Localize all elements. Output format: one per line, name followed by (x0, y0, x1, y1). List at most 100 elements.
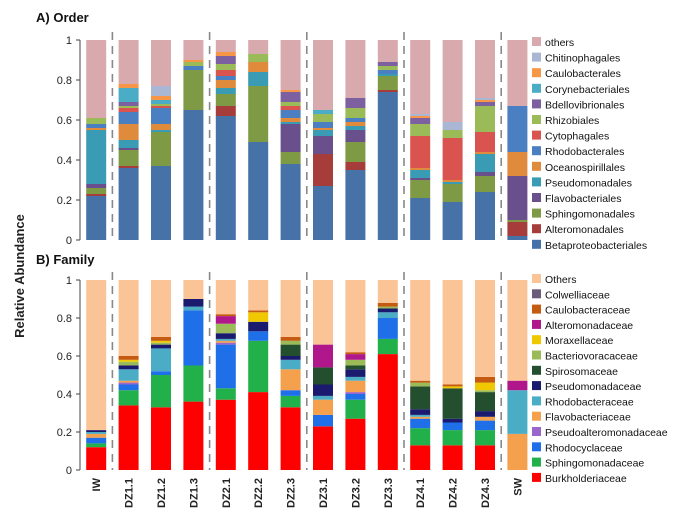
bar-segment-oceanospirillales-dz2-2 (248, 62, 269, 72)
panel-title: A) Order (36, 10, 89, 25)
bar-segment-oceanospirillales-dz1-2 (151, 124, 171, 130)
bar-segment-pseudomonadales-dz2-3 (280, 122, 301, 124)
bar-segment-pseudomonadaceae-dz3-2 (345, 369, 366, 377)
bar-segment-others-dz3-3 (377, 280, 398, 303)
bar-segment-rhizobiales-dz3-1 (313, 114, 333, 122)
bar-segment-pseudomonadales-dz3-1 (313, 130, 333, 136)
legend-label-caulobacterales: Caulobacterales (545, 68, 621, 80)
bar-segment-cytophagales-dz4-3 (475, 132, 495, 152)
legend-swatch-others (532, 37, 541, 46)
bar-segment-sphingomonadales-dz2-2 (248, 86, 269, 142)
bar-segment-betaproteobacteriales-dz3-2 (345, 170, 366, 240)
bar-segment-bdellovibrionales-dz4-1 (410, 118, 431, 124)
legend-swatch-rhodobacteraceae (532, 396, 541, 406)
bar-segment-rhodobacterales-sw (507, 106, 528, 152)
bar-segment-rhizobiales-iw (86, 118, 107, 124)
legend-label-pseudoalteromonadaceae: Pseudoalteromonadaceae (545, 427, 668, 439)
bar-segment-rhodobacterales-dz1-2 (151, 108, 171, 124)
bar-segment-rhodocyclaceae-dz3-3 (377, 318, 398, 339)
bar-segment-burkholderiaceae-dz1-2 (151, 407, 171, 470)
legend-swatch-rhizobiales (532, 115, 541, 124)
bar-segment-caulobacteraceae-dz1-2 (151, 337, 171, 341)
x-tick-label-dz3-2: DZ3.2 (350, 478, 362, 508)
bar-segment-others-iw (86, 280, 107, 431)
bar-segment-burkholderiaceae-dz2-1 (215, 399, 236, 470)
legend-label-corynebacteriales: Corynebacteriales (545, 84, 630, 96)
bar-segment-flavobacteriaceae-sw (507, 433, 528, 470)
bar-segment-betaproteobacteriales-dz2-2 (248, 142, 269, 240)
bar-segment-caulobacteraceae-dz2-1 (215, 314, 236, 317)
bar-segment-others-dz2-2 (248, 40, 269, 54)
bar-segment-rhodobacteraceae-dz3-3 (377, 312, 398, 318)
bar-segment-corynebacteriales-dz3-1 (313, 110, 333, 114)
bar-segment-others-dz4-2 (442, 280, 463, 385)
legend-label-bdellovibrionales: Bdellovibrionales (545, 99, 624, 111)
legend-label-burkholderiaceae: Burkholderiaceae (545, 473, 627, 485)
bar-segment-pseudomonadales-dz4-2 (442, 182, 463, 184)
bar-segment-bacteriovoracaceae-dz3-3 (377, 306, 398, 309)
legend-label-moraxellaceae: Moraxellaceae (545, 335, 613, 347)
bar-segment-others-dz1-2 (151, 40, 171, 86)
bar-segment-alteromonadales-sw (507, 222, 528, 236)
legend-label-cytophagales: Cytophagales (545, 131, 609, 143)
bar-segment-alteromonadaceae-sw (507, 380, 528, 391)
bar-segment-others-dz4-3 (475, 40, 495, 98)
bar-segment-chitinophagales-dz1-2 (151, 86, 171, 96)
bar-segment-betaproteobacteriales-iw (86, 196, 107, 240)
bar-segment-burkholderiaceae-dz4-1 (410, 445, 431, 470)
bar-segment-rhodocyclaceae-dz2-1 (215, 344, 236, 389)
bar-segment-alteromonadales-dz2-1 (215, 106, 236, 116)
bar-segment-sphingomonadaceae-dz1-3 (183, 365, 204, 402)
bar-segment-rhodobacterales-dz2-3 (280, 110, 301, 118)
bar-segment-alteromonadales-dz3-3 (377, 90, 398, 92)
legend-swatch-chitinophagales (532, 52, 541, 62)
bar-segment-rhodocyclaceae-dz3-1 (313, 414, 333, 427)
legend-swatch-colwelliaceae (532, 289, 541, 299)
bar-segment-caulobacteraceae-dz2-2 (248, 310, 269, 313)
bar-segment-flavobacteriales-sw (507, 176, 528, 220)
bar-segment-sphingomonadaceae-dz3-2 (345, 399, 366, 419)
bar-segment-rhodobacterales-iw (86, 124, 107, 128)
bar-segment-pseudomonadales-iw (86, 130, 107, 184)
bar-segment-betaproteobacteriales-dz3-1 (313, 186, 333, 240)
bar-segment-rhodobacterales-dz3-1 (313, 122, 333, 128)
bar-segment-cytophagales-dz1-1 (118, 108, 139, 112)
bar-segment-pseudomonadaceae-dz1-2 (151, 344, 171, 349)
x-tick-label-dz3-1: DZ3.1 (318, 478, 330, 508)
bar-segment-others-dz4-1 (410, 280, 431, 381)
bar-segment-bacteriovoracaceae-dz4-3 (475, 390, 495, 393)
legend-label-colwelliaceae: Colwelliaceae (545, 289, 610, 301)
bar-segment-others-sw (507, 40, 528, 106)
bar-segment-others-dz1-3 (183, 280, 204, 299)
bar-segment-sphingomonadales-sw (507, 220, 528, 222)
bar-segment-rhodocyclaceae-dz1-1 (118, 384, 139, 391)
y-tick-label: 0.6 (57, 351, 72, 363)
bar-segment-corynebacteriales-dz1-1 (118, 88, 139, 102)
bar-segment-caulobacteraceae-dz3-2 (345, 352, 366, 355)
bar-segment-others-dz2-3 (280, 280, 301, 337)
legend-swatch-others (532, 274, 541, 283)
bar-segment-bacteriovoracaceae-dz4-1 (410, 382, 431, 387)
bar-segment-flavobacteriaceae-dz2-3 (280, 369, 301, 391)
legend-label-sphingomonadaceae: Sphingomonadaceae (545, 458, 644, 470)
bar-segment-oceanospirillales-sw (507, 152, 528, 176)
bar-segment-sphingomonadaceae-dz4-1 (410, 428, 431, 446)
bar-segment-spirosomaceae-dz2-3 (280, 344, 301, 356)
bar-segment-rhodocyclaceae-dz2-2 (248, 331, 269, 341)
bar-segment-pseudomonadaceae-dz3-3 (377, 308, 398, 313)
bar-segment-bdellovibrionales-dz1-1 (118, 102, 139, 106)
bar-segment-pseudomonadaceae-iw (86, 430, 107, 432)
y-tick-label: 0 (66, 235, 72, 247)
bar-segment-bdellovibrionales-dz2-3 (280, 92, 301, 102)
legend-label-rhodobacterales: Rhodobacterales (545, 146, 624, 158)
x-tick-label-dz2-2: DZ2.2 (253, 478, 265, 508)
bar-segment-others-dz2-1 (215, 280, 236, 315)
x-tick-label-dz2-1: DZ2.1 (221, 478, 233, 508)
bar-segment-pseudomonadales-dz1-1 (118, 140, 139, 148)
bar-segment-others-dz3-2 (345, 280, 366, 353)
bar-segment-pseudomonadaceae-dz1-3 (183, 299, 204, 307)
bar-segment-caulobacterales-dz1-3 (183, 60, 204, 62)
bar-segment-cytophagales-dz2-3 (280, 106, 301, 110)
bar-segment-flavobacteriales-dz4-3 (475, 172, 495, 176)
legend-swatch-oceanospirillales (532, 161, 541, 171)
